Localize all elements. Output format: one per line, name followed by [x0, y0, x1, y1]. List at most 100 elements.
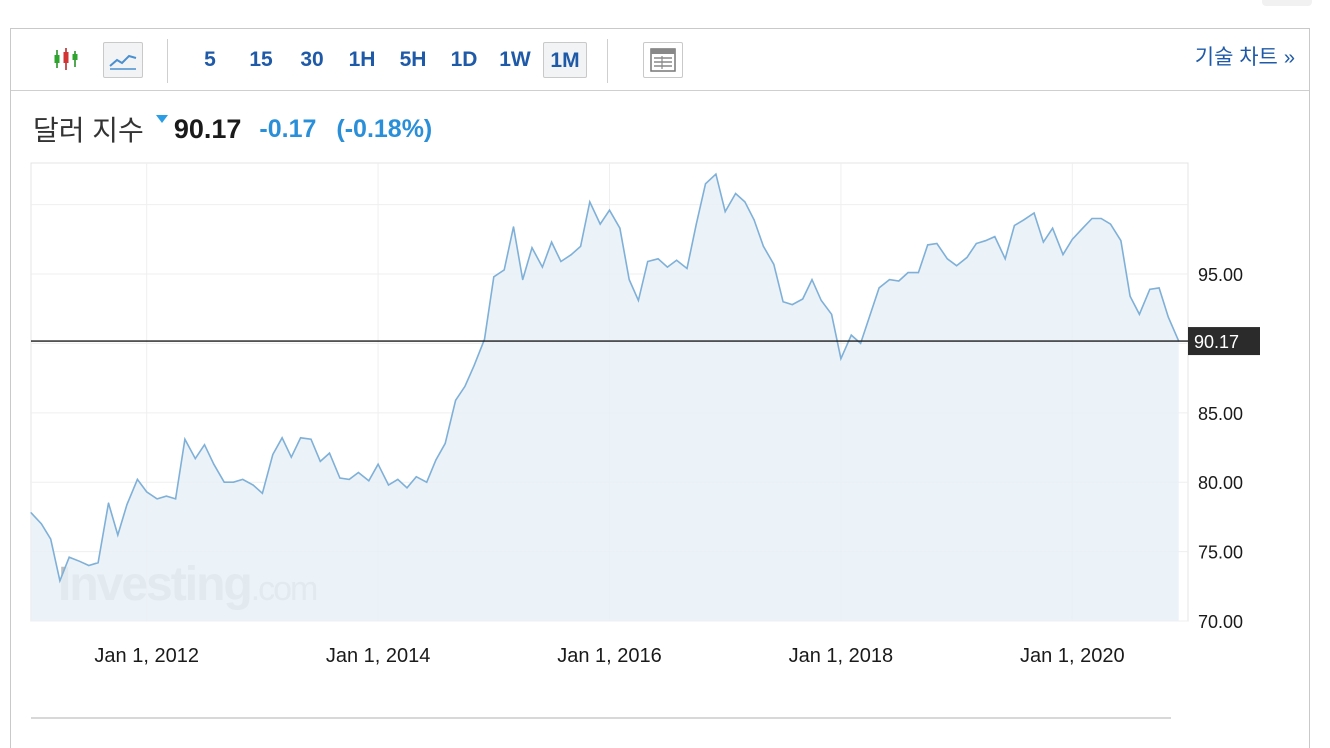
- data-point: [580, 245, 582, 247]
- instrument-name: 달러 지수: [33, 115, 144, 146]
- data-point: [242, 478, 244, 480]
- current-price-label-box: [1188, 327, 1260, 356]
- data-point: [1100, 217, 1102, 220]
- data-point: [666, 266, 669, 268]
- interval-5h[interactable]: 5H: [399, 48, 427, 71]
- technical-chart-label: 기술 차트: [1194, 46, 1278, 69]
- data-point: [126, 503, 128, 505]
- data-point: [1004, 258, 1006, 260]
- data-point: [444, 442, 446, 444]
- data-point: [300, 437, 302, 439]
- price-change-percent: (-0.18%): [336, 114, 433, 143]
- data-point: [290, 456, 292, 458]
- data-point: [802, 298, 804, 300]
- data-point: [203, 444, 206, 446]
- data-point: [888, 279, 891, 281]
- data-point: [387, 484, 390, 486]
- data-point: [695, 223, 697, 225]
- down-triangle-icon: [155, 115, 168, 123]
- data-point: [146, 491, 148, 493]
- series-line: [30, 172, 1180, 584]
- data-point: [541, 266, 544, 268]
- data-point: [1052, 227, 1054, 229]
- price-chart[interactable]: Investing.com 90.17 70.0075.0080.0085.00…: [0, 0, 1330, 722]
- technical-chart-link[interactable]: 기술 차트»: [1195, 43, 1295, 73]
- data-point: [1062, 254, 1064, 256]
- data-point: [156, 498, 158, 500]
- interval-1d[interactable]: 1D: [450, 48, 478, 71]
- line-chart-button[interactable]: [103, 42, 143, 78]
- y-tick-label: 70.00: [1198, 612, 1243, 632]
- table-layout-icon: [650, 48, 676, 72]
- y-axis-ticks: 70.00 75.00 80.00 85.00 95.00: [1198, 265, 1243, 632]
- data-point: [686, 267, 688, 270]
- data-point: [522, 279, 524, 281]
- table-header-line: [31, 717, 1171, 719]
- data-point: [898, 280, 900, 282]
- data-point: [869, 315, 871, 317]
- interval-15[interactable]: 15: [249, 48, 273, 71]
- data-point: [339, 477, 341, 479]
- x-tick-label: Jan 1, 2020: [1020, 645, 1125, 667]
- data-point: [984, 240, 987, 242]
- toolbar-separator: [607, 39, 608, 83]
- data-point: [328, 452, 331, 454]
- data-point: [878, 287, 880, 289]
- layout-button[interactable]: [643, 42, 683, 78]
- data-point: [831, 313, 833, 315]
- data-point: [850, 334, 852, 336]
- current-price-label: 90.17: [1188, 327, 1260, 356]
- interval-1w[interactable]: 1W: [499, 48, 531, 71]
- data-point: [455, 399, 457, 401]
- data-point: [946, 258, 948, 260]
- candlestick-chart-button[interactable]: [46, 42, 86, 78]
- data-point: [1071, 238, 1073, 240]
- data-point: [310, 438, 312, 440]
- last-price: 90.17: [173, 113, 242, 144]
- current-price-label-text: 90.17: [1194, 332, 1239, 352]
- data-point: [966, 256, 968, 258]
- data-point: [619, 227, 621, 229]
- data-point: [560, 260, 562, 263]
- data-point: [599, 223, 601, 225]
- data-point: [165, 495, 167, 497]
- x-tick-label: Jan 1, 2018: [789, 645, 894, 667]
- data-point: [704, 183, 707, 185]
- interval-1h[interactable]: 1H: [348, 48, 376, 71]
- data-point: [493, 276, 495, 278]
- chart-toolbar: 5 15 30 1H 5H 1D 1W 1M 기술 차트»: [11, 29, 1309, 91]
- data-point: [357, 471, 359, 474]
- data-point: [136, 478, 138, 480]
- data-point: [589, 201, 591, 203]
- interval-1m[interactable]: 1M: [543, 42, 587, 78]
- data-point: [503, 269, 505, 271]
- data-point: [1013, 224, 1016, 227]
- data-point: [59, 580, 61, 582]
- candlestick-icon: [54, 48, 78, 70]
- interval-5[interactable]: 5: [204, 48, 216, 71]
- data-point: [30, 512, 32, 514]
- data-point: [426, 481, 428, 483]
- data-point: [791, 304, 793, 306]
- interval-30[interactable]: 30: [300, 48, 324, 71]
- data-point: [744, 201, 746, 203]
- data-point: [1082, 227, 1084, 229]
- data-point: [512, 226, 515, 228]
- data-point: [936, 242, 938, 245]
- data-point: [927, 244, 929, 246]
- data-point: [473, 365, 475, 367]
- data-point: [1129, 295, 1131, 297]
- data-point: [715, 173, 717, 175]
- data-point: [464, 385, 466, 387]
- data-point: [994, 236, 996, 238]
- data-point: [753, 219, 755, 221]
- line-chart-icon: [109, 54, 137, 70]
- x-tick-label: Jan 1, 2012: [94, 645, 199, 667]
- data-point: [415, 476, 417, 478]
- x-axis-ticks: Jan 1, 2012 Jan 1, 2014 Jan 1, 2016 Jan 1, …: [94, 645, 1124, 667]
- data-point: [1042, 241, 1044, 243]
- data-point: [368, 480, 370, 482]
- data-point: [272, 453, 274, 456]
- data-point: [628, 279, 630, 281]
- data-point: [117, 534, 119, 536]
